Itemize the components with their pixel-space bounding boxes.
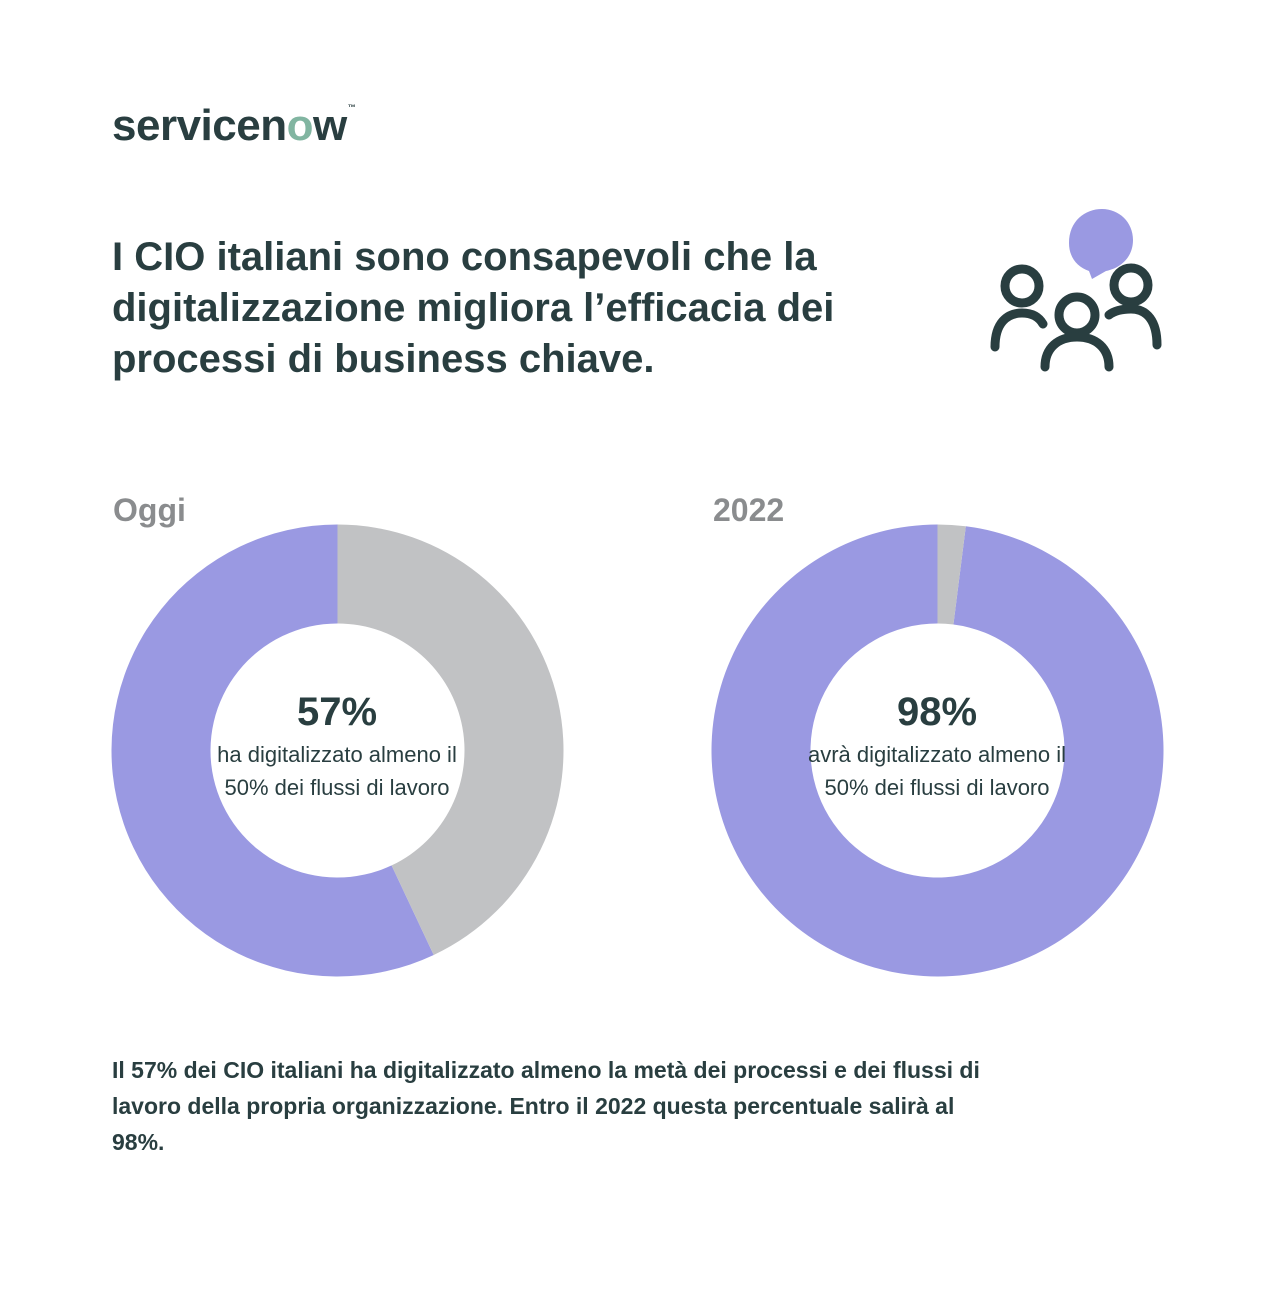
chart-label-2022: 2022 bbox=[713, 492, 785, 528]
donut-center-oggi: 57% ha digitalizzato almeno il 50% dei f… bbox=[207, 688, 467, 804]
donut-chart-2022 bbox=[711, 524, 1164, 977]
donut-slice-remaining bbox=[337, 524, 564, 955]
donut-chart-oggi bbox=[111, 524, 564, 977]
data-label-value: 57% bbox=[296, 690, 378, 734]
data-label-value: 98% bbox=[896, 690, 978, 734]
data-label-description: avrà digitalizzato almeno il 50% dei flu… bbox=[807, 742, 1067, 800]
donut-center-2022: 98% avrà digitalizzato almeno il 50% dei… bbox=[807, 688, 1067, 804]
people-conversation-icon bbox=[990, 209, 1162, 372]
donut-slice-digitalized bbox=[711, 524, 1164, 977]
donut-slice-remaining bbox=[937, 524, 966, 625]
chart-label-oggi: Oggi bbox=[113, 492, 186, 528]
data-label-description: ha digitalizzato almeno il 50% dei fluss… bbox=[217, 742, 457, 800]
page-title: I CIO italiani sono consapevoli che la d… bbox=[112, 235, 835, 381]
servicenow-logo: servicenow™ bbox=[112, 101, 356, 150]
footnote: Il 57% dei CIO italiani ha digitalizzato… bbox=[112, 1057, 980, 1155]
donut-slice-digitalized bbox=[111, 524, 434, 977]
